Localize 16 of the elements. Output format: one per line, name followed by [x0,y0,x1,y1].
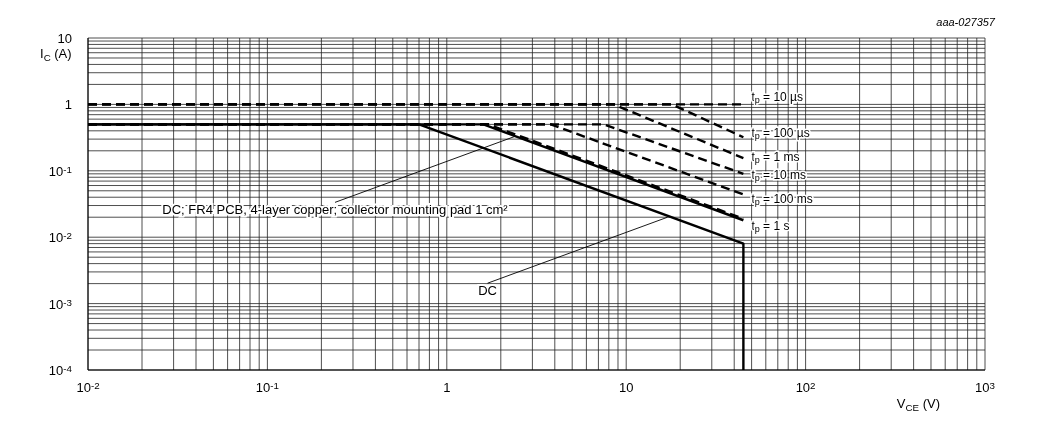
annotation: DC [478,283,497,299]
y-tick-label: 10 [57,31,72,46]
x-tick-label: 10 [618,380,634,395]
x-axis-title: V$_{CE}$ (V) [896,396,940,413]
x-tick-label: 1 [443,380,451,395]
y-tick-label: 1 [64,97,72,113]
x-tick-label: 10$^{-1}$ [255,379,279,395]
y-tick-label: 10$^{-2}$ [48,229,72,246]
y-axis-title: I$_{C}$ (A) [40,46,72,63]
text: aaa-027357 [936,16,995,28]
y-tick-label: 10$^{-4}$ [48,362,73,378]
x-tick-label: 10$^{3}$ [975,379,995,395]
x-tick-label: 10$^{-2}$ [76,379,100,395]
x-tick-label: 10$^{2}$ [795,379,816,395]
y-tick-label: 10$^{-3}$ [48,296,72,312]
y-tick-label: 10$^{-1}$ [48,163,72,179]
